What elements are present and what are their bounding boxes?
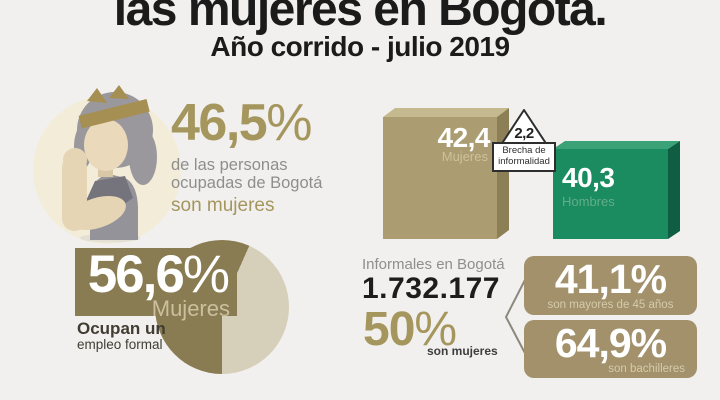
stat-box-age: 41,1% son mayores de 45 años (524, 256, 697, 315)
informales-women-label: son mujeres (427, 344, 498, 358)
occupied-women-stat: 46,5% de las personas ocupadas de Bogotá… (171, 97, 322, 216)
occupied-desc-line3: son mujeres (171, 195, 275, 216)
woman-flexing-illustration-icon (62, 85, 157, 243)
stat-education-label: son bachilleres (608, 363, 685, 375)
gap-value: 2,2 (514, 125, 534, 142)
occupied-desc-line1: de las personas (171, 156, 288, 174)
informales-women-percent-value: 50 (363, 303, 415, 356)
gap-label-box: Brecha de informalidad (492, 142, 556, 172)
men-bar-top-face (553, 141, 680, 149)
gap-label-line1: Brecha de (502, 145, 546, 156)
percent-symbol: % (414, 303, 458, 356)
formal-employment-callout: 56,6% Mujeres (75, 245, 237, 321)
stat-age-label: son mayores de 45 años (547, 299, 674, 311)
men-bar (553, 149, 668, 239)
percent-symbol: % (182, 245, 230, 304)
gap-label-line2: informalidad (498, 155, 550, 167)
women-bar-value: 42,4 (437, 122, 491, 153)
informales-total: 1.732.177 (362, 272, 500, 305)
page-title: las mujeres en Bogotá. (113, 0, 608, 36)
formal-label: Mujeres (151, 296, 230, 321)
percent-symbol: % (266, 94, 313, 152)
formal-caption-line1: Ocupan un (77, 319, 166, 338)
page-subtitle: Año corrido - julio 2019 (210, 31, 510, 62)
men-bar-value: 40,3 (562, 162, 615, 193)
women-bar (383, 117, 497, 239)
men-bar-side-face (668, 141, 680, 239)
stat-box-education: 64,9% son bachilleres (524, 320, 697, 378)
stats-bracket (504, 275, 528, 358)
informales-women-percent: 50% (363, 306, 457, 354)
stat-education-value: 64,9% (554, 320, 667, 366)
women-bar-label: Mujeres (441, 149, 488, 164)
women-bar-top-face (383, 108, 509, 117)
formal-percent-value: 56,6 (87, 245, 185, 304)
occupied-percent-value: 46,5 (171, 94, 268, 152)
occupied-desc-line2: ocupadas de Bogotá (171, 174, 323, 192)
stat-age-value: 41,1% (554, 256, 667, 302)
formal-caption-line2: empleo formal (77, 337, 163, 352)
men-bar-label: Hombres (562, 194, 615, 209)
informales-heading: Informales en Bogotá (362, 256, 505, 273)
